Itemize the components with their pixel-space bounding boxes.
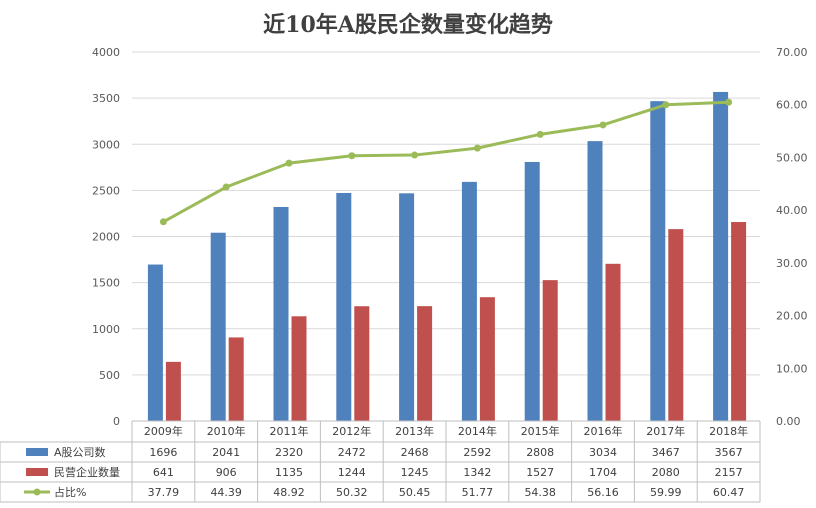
table-cell-value: 50.32	[336, 486, 368, 499]
share-point	[285, 159, 293, 167]
x-tick-label: 2014年	[458, 424, 497, 438]
table-cell-value: 2472	[338, 446, 366, 459]
table-cell-value: 3034	[589, 446, 617, 459]
bar-private-enterprises	[542, 280, 558, 421]
share-point	[473, 144, 481, 152]
table-cell-value: 1342	[463, 466, 491, 479]
share-point	[348, 152, 356, 160]
table-cell-value: 59.99	[650, 486, 682, 499]
table-cell-value: 50.45	[399, 486, 431, 499]
y-left-tick-label: 4000	[92, 46, 120, 59]
bar-private-enterprises	[291, 316, 307, 421]
bar-private-enterprises	[354, 306, 370, 421]
y-right-tick-label: 30.00	[776, 257, 808, 270]
chart-title: 近10年A股民企数量变化趋势	[263, 12, 553, 38]
table-cell-value: 2157	[715, 466, 743, 479]
bar-private-enterprises	[228, 337, 244, 421]
table-cell-value: 1527	[526, 466, 554, 479]
y-right-tick-label: 60.00	[776, 99, 808, 112]
table-cell-value: 1704	[589, 466, 617, 479]
y-left-tick-label: 2500	[92, 184, 120, 197]
legend-swatch-marker	[33, 488, 41, 496]
table-cell-value: 2592	[463, 446, 491, 459]
share-point	[599, 121, 607, 129]
bar-private-enterprises	[731, 222, 747, 421]
legend-label: 民营企业数量	[54, 465, 120, 479]
share-point	[222, 183, 230, 191]
table-cell-value: 641	[153, 466, 174, 479]
x-tick-label: 2013年	[395, 424, 434, 438]
bar-a-share-companies	[524, 161, 540, 421]
share-point	[411, 151, 419, 159]
bar-a-share-companies	[713, 91, 729, 422]
bar-a-share-companies	[399, 193, 415, 421]
legend-swatch	[26, 448, 48, 456]
table-cell-value: 2468	[401, 446, 429, 459]
y-right-tick-label: 70.00	[776, 46, 808, 59]
table-cell-value: 2041	[212, 446, 240, 459]
table-cell-value: 906	[216, 466, 237, 479]
y-left-tick-label: 1500	[92, 277, 120, 290]
legend-swatch	[26, 468, 48, 476]
x-tick-label: 2017年	[646, 424, 685, 438]
bar-private-enterprises	[605, 263, 621, 421]
table-cell-value: 56.16	[587, 486, 619, 499]
table-cell-value: 1245	[401, 466, 429, 479]
table-cell-value: 2320	[275, 446, 303, 459]
table-cell-value: 1244	[338, 466, 366, 479]
share-line	[162, 100, 729, 224]
share-point	[662, 101, 670, 109]
table-cell-value: 2080	[652, 466, 680, 479]
x-tick-label: 2009年	[144, 424, 183, 438]
bar-a-share-companies	[273, 206, 289, 421]
x-tick-label: 2010年	[207, 424, 246, 438]
bar-private-enterprises	[417, 306, 433, 421]
table-cell-value: 51.77	[462, 486, 494, 499]
share-point	[159, 218, 167, 226]
bar-a-share-companies	[210, 232, 226, 421]
y-left-tick-label: 3500	[92, 92, 120, 105]
bar-a-share-companies	[336, 192, 352, 421]
bar-a-share-companies	[461, 181, 477, 421]
x-tick-label: 2015年	[521, 424, 560, 438]
bar-a-share-companies	[650, 101, 666, 421]
table-cell-value: 1135	[275, 466, 303, 479]
y-right-tick-label: 50.00	[776, 151, 808, 164]
y-left-tick-label: 0	[113, 415, 120, 428]
bar-private-enterprises	[165, 361, 181, 421]
x-tick-label: 2011年	[270, 424, 309, 438]
table-cell-value: 3567	[715, 446, 743, 459]
x-tick-label: 2012年	[332, 424, 371, 438]
table-cell-value: 3467	[652, 446, 680, 459]
x-tick-label: 2016年	[584, 424, 623, 438]
table-cell-value: 37.79	[148, 486, 180, 499]
legend-label: 占比%	[54, 485, 86, 499]
table-cell-value: 1696	[149, 446, 177, 459]
bar-a-share-companies	[147, 264, 163, 421]
table-cell-value: 48.92	[273, 486, 305, 499]
y-left-tick-label: 3000	[92, 138, 120, 151]
y-left-tick-label: 500	[99, 369, 120, 382]
y-right-tick-label: 40.00	[776, 204, 808, 217]
bar-private-enterprises	[668, 229, 684, 421]
share-point	[725, 98, 733, 106]
table-cell-value: 60.47	[713, 486, 745, 499]
legend-label: A股公司数	[54, 446, 106, 459]
table-cell-value: 44.39	[210, 486, 242, 499]
y-right-tick-label: 10.00	[776, 362, 808, 375]
x-tick-label: 2018年	[709, 424, 748, 438]
y-right-tick-label: 0.00	[776, 415, 801, 428]
table-cell-value: 2808	[526, 446, 554, 459]
y-left-tick-label: 1000	[92, 323, 120, 336]
y-left-tick-label: 2000	[92, 231, 120, 244]
table-cell-value: 54.38	[524, 486, 556, 499]
bar-private-enterprises	[479, 297, 495, 421]
y-right-tick-label: 20.00	[776, 310, 808, 323]
bar-a-share-companies	[587, 141, 603, 421]
share-point	[536, 130, 544, 138]
